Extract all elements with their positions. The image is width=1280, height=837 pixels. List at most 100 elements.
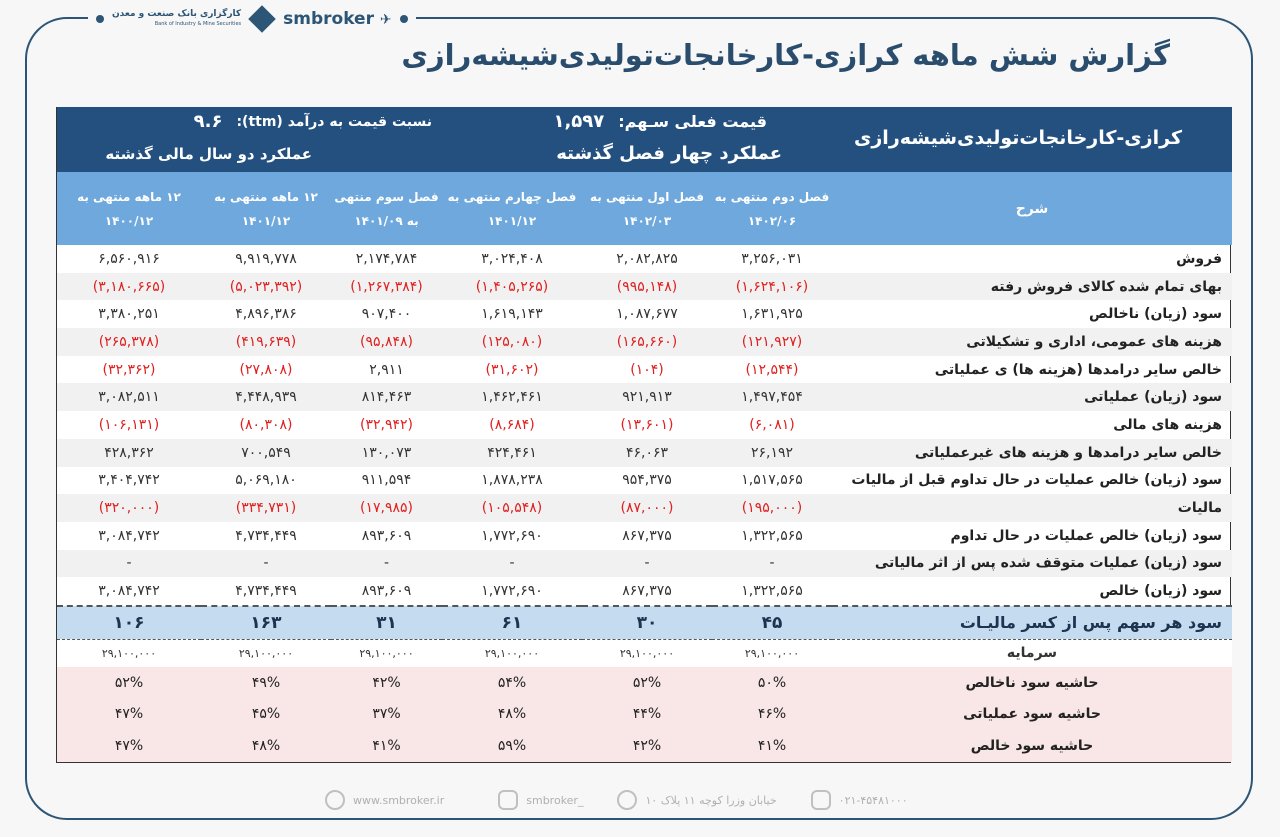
frame-dot bbox=[399, 15, 408, 23]
cell-value: - bbox=[331, 549, 442, 578]
frame-dot bbox=[96, 15, 104, 23]
cell-value: ۳,۰۸۲,۵۱۱ bbox=[57, 383, 201, 412]
logo-mark-icon bbox=[248, 5, 276, 33]
instagram-icon bbox=[498, 790, 519, 810]
cell-value: ۴۶% bbox=[712, 698, 832, 731]
table-row: خالص سایر درامدها (هزینه ها) ی عملیاتی (۱… bbox=[57, 356, 1232, 384]
row-label: حاشیه سود عملیاتی bbox=[832, 698, 1232, 731]
cell-value: (۳۲,۳۶۲) bbox=[102, 361, 156, 378]
paper-plane-icon: ✈ bbox=[379, 12, 392, 28]
cell-value: - bbox=[582, 549, 712, 578]
cell-value: (۹۵,۸۴۸) bbox=[331, 328, 442, 356]
logo-text-fa: کارگزاری بانک صنعت و معدن bbox=[112, 9, 242, 19]
instagram-link[interactable]: smbroker_ bbox=[526, 793, 584, 807]
period-line2: ۱۴۰۱/۱۲ bbox=[241, 213, 291, 228]
cell-value: (۹۹۵,۱۴۸) bbox=[582, 272, 712, 301]
table-row: مالیات (۱۹۵,۰۰۰) (۸۷,۰۰۰) (۱۰۵,۵۴۸) (۱۷,۹۸۵)… bbox=[57, 494, 1232, 522]
cell-value: ۵۹% bbox=[442, 730, 582, 762]
cell-value: ۲,۰۸۲,۸۲۵ bbox=[616, 250, 678, 267]
cell-value: (۳,۱۸۰,۶۶۵) bbox=[57, 272, 201, 301]
two-years-label: عملکرد دو سال مالی گذشته bbox=[105, 145, 312, 163]
cell-value: (۱۲۱,۹۲۷) bbox=[712, 328, 832, 356]
row-label: سود هر سهم پس از کسر مالیـات bbox=[832, 604, 1232, 640]
table-row: سود (زیان) عملیات متوقف شده پس از اثر ما… bbox=[57, 549, 1232, 578]
price-label: قیمت فعلی سـهم: bbox=[618, 112, 767, 131]
cell-value: (۳۱,۶۰۲) bbox=[485, 361, 539, 378]
cell-value: ۳,۰۸۴,۷۴۲ bbox=[98, 527, 160, 544]
column-header: شرح فصل دوم منتهی به ۱۴۰۲/۰۶ فصل اول منتهی … bbox=[57, 172, 1232, 245]
period-header: فصل چهارم منتهی به ۱۴۰۱/۱۲ bbox=[442, 172, 582, 245]
cell-value: (۱۳,۶۰۱) bbox=[620, 416, 674, 433]
summary-header: کرازی-کارخانجات‌تولیدی‌شیشه‌رازی قیمت فع… bbox=[57, 107, 1232, 172]
cell-value: ۴۷% bbox=[57, 730, 201, 762]
cell-value: (۱۲۵,۰۸۰) bbox=[442, 328, 582, 356]
cell-value: (۱۰۴) bbox=[630, 361, 664, 378]
cell-value: (۱,۲۶۷,۳۸۴) bbox=[331, 272, 442, 301]
cell-value: (۱,۴۰۵,۲۶۵) bbox=[442, 272, 582, 301]
table-row: سود (زیان) ناخالص ۱,۶۳۱,۹۲۵ ۱,۰۸۷,۶۷۷ ۱,۶۱۹… bbox=[57, 300, 1232, 328]
period-header: ۱۲ ماهه منتهی به ۱۴۰۰/۱۲ bbox=[57, 172, 201, 245]
cell-value: ۱,۷۷۲,۶۹۰ bbox=[481, 583, 543, 600]
cell-value: ۸۱۴,۴۶۳ bbox=[331, 383, 442, 412]
cell-value: (۱۰۵,۵۴۸) bbox=[442, 494, 582, 522]
row-label: سود (زیان) خالص عملیات در حال تداوم قبل … bbox=[851, 472, 1222, 489]
cell-value: ۱,۴۶۲,۴۶۱ bbox=[442, 383, 582, 412]
eps-row: سود هر سهم پس از کسر مالیـات ۴۵ ۳۰ ۶۱ ۳۱ ۱۶۳ ۱… bbox=[57, 604, 1232, 640]
cell-value: (۲۶۵,۳۷۸) bbox=[57, 328, 201, 356]
cell-value: - bbox=[712, 549, 832, 578]
cell-value: ۳۱ bbox=[331, 604, 442, 640]
cell-value: (۳۲۰,۰۰۰) bbox=[57, 494, 201, 522]
pe-value: ۹.۶ bbox=[193, 111, 223, 132]
cell-value: ۱۳۰,۰۷۳ bbox=[331, 438, 442, 467]
cell-value: ۲۹,۱۰۰,۰۰۰ bbox=[712, 639, 832, 667]
period-header: فصل سوم منتهی به ۱۴۰۱/۰۹ bbox=[331, 172, 442, 245]
row-label: هزینه های عمومی، اداری و تشکیلاتی bbox=[832, 328, 1232, 356]
cell-value: ۴۷% bbox=[57, 698, 201, 731]
footer: www.smbroker.ir smbroker_ خیابان وزرا کو… bbox=[325, 790, 908, 810]
period-line1: فصل سوم منتهی bbox=[334, 189, 439, 204]
cell-value: ۱,۸۷۸,۲۳۸ bbox=[481, 472, 543, 489]
cell-value: ۶۱ bbox=[442, 604, 582, 640]
cell-value: ۳,۲۵۶,۰۳۱ bbox=[741, 250, 803, 267]
row-label: خالص سایر درامدها و هزینه های غیرعملیاتی bbox=[832, 438, 1232, 467]
cell-value: ۳۰ bbox=[582, 604, 712, 640]
cell-value: ۴۲۸,۳۶۲ bbox=[57, 438, 201, 467]
phone-icon bbox=[810, 790, 831, 810]
period-line2: ۱۴۰۲/۰۶ bbox=[747, 213, 797, 228]
website-link[interactable]: www.smbroker.ir bbox=[353, 793, 445, 807]
period-line1: فصل چهارم منتهی به bbox=[447, 189, 577, 204]
cell-value: ۴۱% bbox=[712, 730, 832, 762]
price-group: قیمت فعلی سـهم: ۱,۵۹۷ bbox=[553, 111, 767, 132]
row-label: حاشیه سود ناخالص bbox=[832, 666, 1232, 699]
margin-row: حاشیه سود عملیاتی ۴۶% ۴۴% ۴۸% ۳۷% ۴۵% ۴۷% bbox=[57, 698, 1232, 731]
row-label: سود (زیان) ناخالص bbox=[1088, 306, 1222, 323]
cell-value: ۸۶۷,۳۷۵ bbox=[622, 583, 672, 600]
cell-value: ۱,۶۳۱,۹۲۵ bbox=[741, 306, 803, 323]
period-header: فصل اول منتهی به ۱۴۰۲/۰۳ bbox=[582, 172, 712, 245]
cell-value: ۴۲% bbox=[582, 730, 712, 762]
price-value: ۱,۵۹۷ bbox=[553, 111, 605, 132]
table-row: هزینه های مالی (۶,۰۸۱) (۱۳,۶۰۱) (۸,۶۸۴) (۳۲,… bbox=[57, 411, 1232, 439]
cell-value: ۴۸% bbox=[201, 730, 331, 762]
table-row: هزینه های عمومی، اداری و تشکیلاتی (۱۲۱,۹۲… bbox=[57, 328, 1232, 356]
location-icon bbox=[617, 790, 638, 810]
brand-name: smbroker ✈ bbox=[283, 9, 391, 29]
cell-value: (۱۶۵,۶۶۰) bbox=[582, 328, 712, 356]
cell-value: ۴۲۴,۴۶۱ bbox=[442, 438, 582, 467]
cell-value: ۵۴% bbox=[442, 666, 582, 699]
four-quarters-label: عملکرد چهار فصل گذشته bbox=[556, 143, 782, 164]
cell-value: ۱۰۶ bbox=[57, 604, 201, 640]
period-line2: ۱۴۰۲/۰۳ bbox=[622, 213, 672, 228]
row-label: حاشیه سود خالص bbox=[832, 730, 1232, 762]
brand-text: smbroker bbox=[283, 9, 374, 29]
cell-value: - bbox=[442, 549, 582, 578]
period-header: فصل دوم منتهی به ۱۴۰۲/۰۶ bbox=[712, 172, 832, 245]
table-row: سود (زیان) عملیاتی ۱,۴۹۷,۴۵۴ ۹۲۱,۹۱۳ ۱,۴۶۲,… bbox=[57, 383, 1232, 412]
cell-value: ۴۹% bbox=[201, 666, 331, 699]
row-label: سود (زیان) عملیات متوقف شده پس از اثر ما… bbox=[832, 549, 1232, 578]
cell-value: ۲۹,۱۰۰,۰۰۰ bbox=[442, 639, 582, 667]
cell-value: ۴۸% bbox=[442, 698, 582, 731]
cell-value: - bbox=[57, 549, 201, 578]
row-label: فروش bbox=[1176, 250, 1222, 267]
row-label: سود (زیان) خالص عملیات در حال تداوم bbox=[950, 527, 1222, 544]
